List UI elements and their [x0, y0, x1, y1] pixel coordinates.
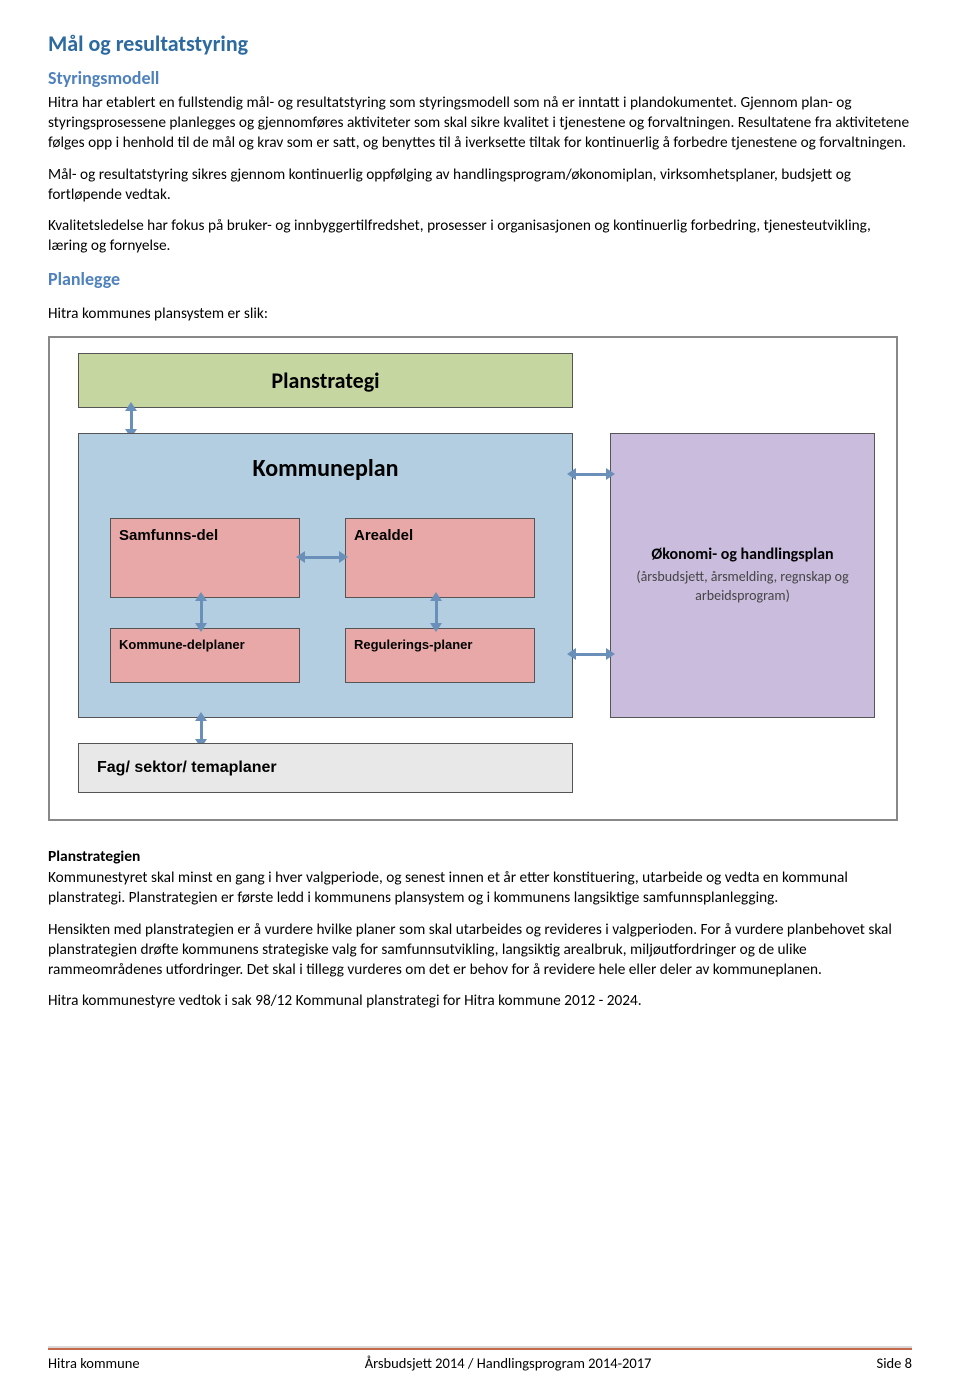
arrow-samfunns-kommunedel: [200, 600, 203, 624]
arrow-kplan-okonomi-top: [575, 473, 607, 476]
paragraph-1: Hitra har etablert en fullstendig mål- o…: [48, 93, 912, 153]
arrow-kplan-okonomi-bottom: [575, 653, 607, 656]
box-fagplaner: Fag/ sektor/ temaplaner: [78, 743, 573, 793]
box-okonomiplan: Økonomi- og handlingsplan (årsbudsjett, …: [610, 433, 875, 718]
paragraph-5: Kommunestyret skal minst en gang i hver …: [48, 868, 912, 908]
section-planlegge: Planlegge: [48, 268, 912, 290]
okonomi-title: Økonomi- og handlingsplan: [651, 545, 833, 566]
footer-left: Hitra kommune: [48, 1354, 140, 1372]
box-arealdel: Arealdel: [345, 518, 535, 598]
page-footer: Hitra kommune Årsbudsjett 2014 / Handlin…: [48, 1346, 912, 1372]
plansystem-diagram: Planstrategi Kommuneplan Samfunns-del Ar…: [48, 336, 898, 821]
arrow-planstrategi-kommuneplan: [130, 410, 133, 430]
box-kommunedelplaner: Kommune-delplaner: [110, 628, 300, 683]
paragraph-4: Hitra kommunes plansystem er slik:: [48, 304, 912, 324]
section-styringsmodell: Styringsmodell: [48, 67, 912, 89]
paragraph-7: Hitra kommunestyre vedtok i sak 98/12 Ko…: [48, 991, 912, 1011]
box-reguleringsplaner: Regulerings-planer: [345, 628, 535, 683]
footer-divider: [48, 1346, 912, 1350]
heading-planstrategien: Planstrategien: [48, 847, 912, 866]
arrow-kplan-fagplan: [200, 720, 203, 740]
footer-right: Side 8: [877, 1354, 912, 1372]
arrow-samfunns-areal: [304, 556, 340, 559]
paragraph-2: Mål- og resultatstyring sikres gjennom k…: [48, 165, 912, 205]
box-samfunnsdel: Samfunns-del: [110, 518, 300, 598]
page-title: Mål og resultatstyring: [48, 30, 912, 57]
footer-center: Årsbudsjett 2014 / Handlingsprogram 2014…: [365, 1354, 652, 1372]
okonomi-subtitle: (årsbudsjett, årsmelding, regnskap og ar…: [615, 568, 870, 606]
kommuneplan-label: Kommuneplan: [252, 454, 398, 483]
paragraph-3: Kvalitetsledelse har fokus på bruker- og…: [48, 216, 912, 256]
paragraph-6: Hensikten med planstrategien er å vurder…: [48, 920, 912, 980]
box-planstrategi: Planstrategi: [78, 353, 573, 408]
arrow-areal-regulering: [435, 600, 438, 624]
